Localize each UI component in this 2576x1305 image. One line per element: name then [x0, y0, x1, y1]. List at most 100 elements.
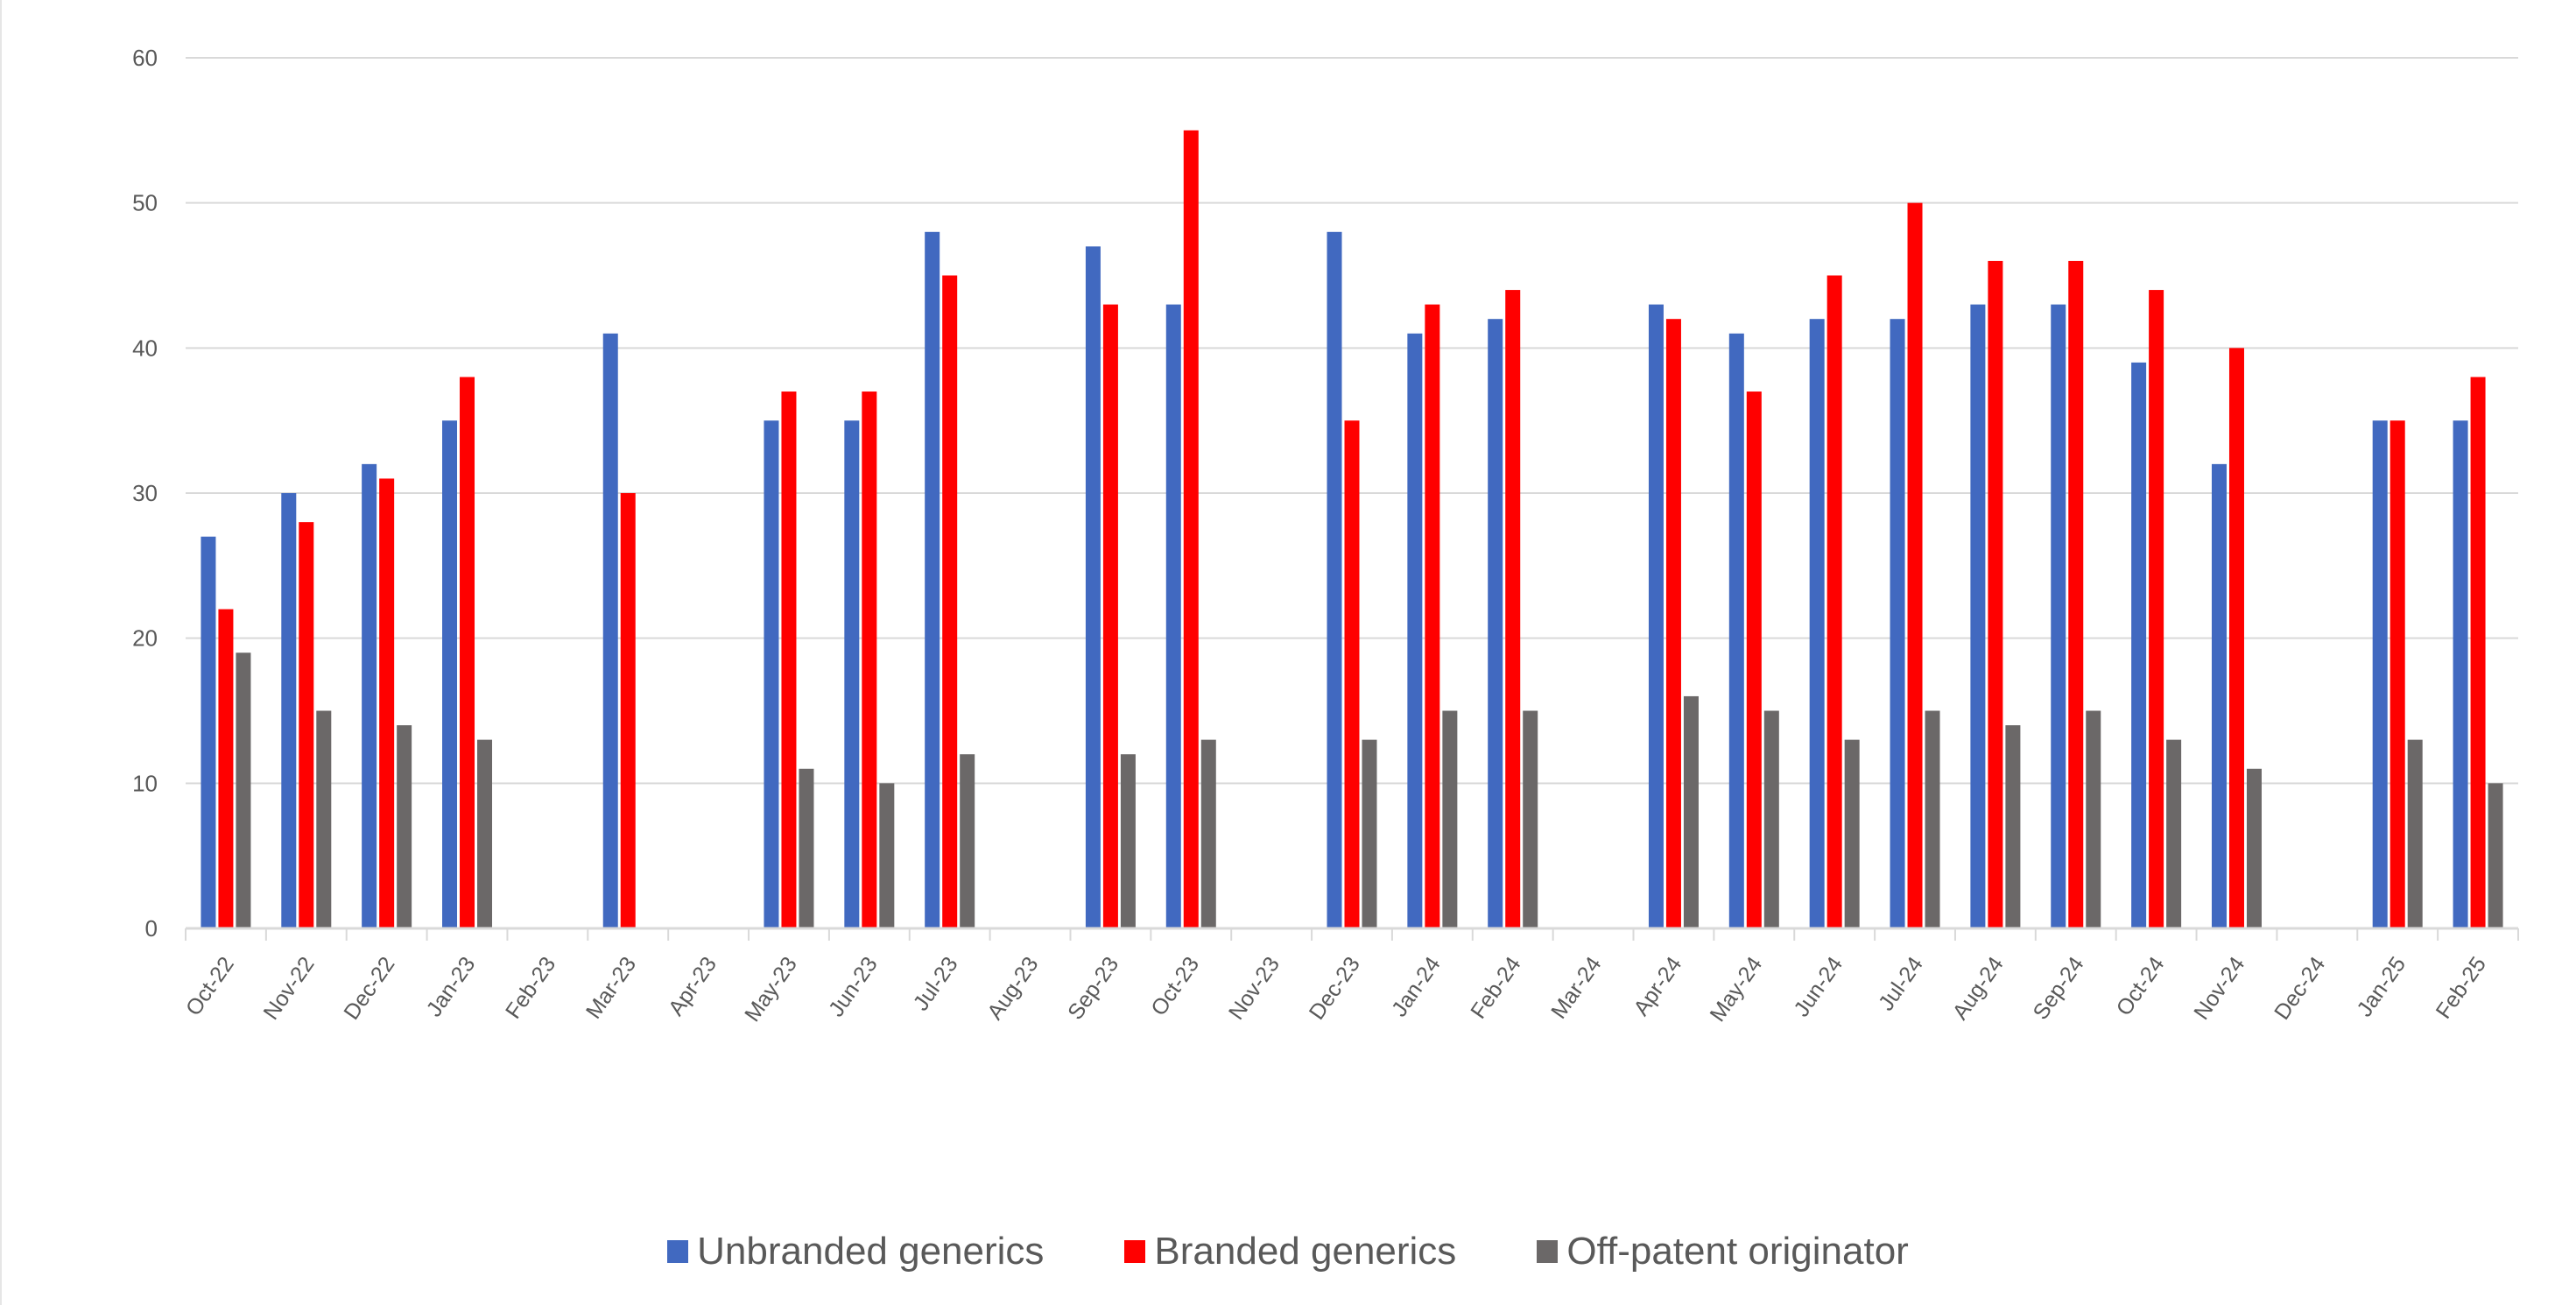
bar-branded-generics-sep-24 — [2068, 260, 2084, 928]
y-tick-label: 10 — [132, 770, 158, 796]
bar-unbranded-generics-oct-22 — [201, 536, 216, 928]
x-tick-label: Dec-23 — [1305, 952, 1365, 1024]
bar-branded-generics-may-24 — [1746, 392, 1762, 928]
bar-off-patent-originator-may-23 — [799, 768, 814, 928]
bar-branded-generics-aug-24 — [1988, 260, 2003, 928]
bar-branded-generics-oct-23 — [1183, 130, 1199, 929]
bar-branded-generics-may-23 — [781, 392, 797, 928]
bar-unbranded-generics-oct-23 — [1165, 304, 1181, 929]
bar-unbranded-generics-jan-23 — [442, 420, 458, 929]
bar-off-patent-originator-feb-25 — [2488, 783, 2503, 928]
legend-item-branded[interactable]: Branded generics — [1124, 1230, 1456, 1273]
x-tick-label: Jan-23 — [422, 952, 481, 1021]
gridlines — [186, 57, 2518, 785]
x-tick-label: Mar-23 — [581, 952, 641, 1023]
bar-branded-generics-jan-24 — [1425, 304, 1440, 929]
y-tick-label: 30 — [132, 480, 158, 506]
bar-branded-generics-nov-22 — [299, 522, 314, 928]
y-tick-label: 20 — [132, 625, 158, 652]
bar-unbranded-generics-sep-24 — [2051, 304, 2066, 929]
bar-off-patent-originator-jan-23 — [477, 739, 493, 928]
bar-unbranded-generics-sep-23 — [1085, 246, 1101, 928]
x-tick-label: Jan-25 — [2352, 952, 2411, 1021]
bar-unbranded-generics-jan-24 — [1407, 333, 1423, 928]
bar-unbranded-generics-jan-25 — [2372, 420, 2388, 929]
bar-unbranded-generics-jul-23 — [925, 231, 940, 928]
x-tick-label: Jul-23 — [909, 952, 963, 1015]
x-tick-label: Jun-24 — [1789, 952, 1848, 1021]
bar-unbranded-generics-may-24 — [1728, 333, 1744, 928]
x-tick-label: Nov-23 — [1224, 952, 1284, 1024]
bar-branded-generics-jul-23 — [942, 275, 958, 928]
bar-unbranded-generics-feb-25 — [2453, 420, 2468, 929]
x-tick-label: Dec-22 — [339, 952, 399, 1024]
x-tick-label: May-24 — [1705, 952, 1767, 1026]
bar-unbranded-generics-dec-22 — [362, 463, 377, 928]
legend-label-branded: Branded generics — [1154, 1230, 1457, 1273]
x-tick-label: Mar-24 — [1546, 952, 1606, 1023]
bar-off-patent-originator-sep-24 — [2086, 710, 2101, 928]
x-tick-label: Oct-22 — [181, 952, 239, 1020]
chart-frame-edge — [0, 0, 2, 1305]
x-tick-label: Feb-23 — [501, 952, 560, 1023]
bar-branded-generics-jul-24 — [1907, 202, 1923, 928]
bar-off-patent-originator-dec-22 — [397, 725, 412, 928]
x-tick-label: Oct-24 — [2112, 952, 2170, 1020]
x-tick-label: Aug-23 — [982, 952, 1043, 1024]
x-tick-label: Jan-24 — [1387, 952, 1446, 1021]
legend-item-unbranded[interactable]: Unbranded generics — [667, 1230, 1044, 1273]
bar-off-patent-originator-sep-23 — [1120, 754, 1136, 928]
bar-branded-generics-nov-24 — [2228, 348, 2244, 928]
bar-unbranded-generics-dec-23 — [1327, 231, 1342, 928]
bar-off-patent-originator-nov-24 — [2246, 768, 2262, 928]
bar-off-patent-originator-oct-22 — [236, 652, 251, 928]
bar-branded-generics-oct-24 — [2149, 290, 2164, 929]
bar-branded-generics-jan-25 — [2389, 420, 2405, 929]
bar-unbranded-generics-nov-22 — [281, 493, 297, 928]
bar-unbranded-generics-may-23 — [764, 420, 779, 929]
bar-branded-generics-jun-24 — [1826, 275, 1842, 928]
x-axis — [185, 927, 2519, 941]
bar-branded-generics-dec-22 — [379, 478, 395, 928]
bar-unbranded-generics-aug-24 — [1970, 304, 1986, 929]
bar-branded-generics-jun-23 — [862, 392, 877, 928]
y-tick-label: 60 — [132, 45, 158, 71]
bar-off-patent-originator-oct-24 — [2166, 739, 2182, 928]
y-tick-label: 0 — [145, 915, 158, 942]
legend-label-off-patent: Off-patent originator — [1566, 1230, 1909, 1273]
bar-off-patent-originator-apr-24 — [1683, 695, 1699, 928]
x-tick-label: Jun-23 — [824, 952, 883, 1021]
legend: Unbranded generics Branded generics Off-… — [0, 1230, 2576, 1273]
bar-unbranded-generics-nov-24 — [2211, 463, 2227, 928]
bar-off-patent-originator-jun-23 — [879, 783, 895, 928]
bar-unbranded-generics-mar-23 — [602, 333, 618, 928]
x-tick-label: Nov-22 — [259, 952, 320, 1024]
y-tick-label: 50 — [132, 190, 158, 216]
x-tick-label: Apr-24 — [1629, 952, 1686, 1020]
bar-unbranded-generics-jun-23 — [844, 420, 860, 929]
bar-branded-generics-jan-23 — [460, 377, 475, 928]
bar-unbranded-generics-oct-24 — [2131, 362, 2147, 928]
bar-off-patent-originator-feb-24 — [1523, 710, 1538, 928]
x-tick-label: Dec-24 — [2270, 952, 2330, 1024]
legend-label-unbranded: Unbranded generics — [697, 1230, 1045, 1273]
y-tick-label: 40 — [132, 335, 158, 361]
legend-swatch-unbranded — [667, 1240, 689, 1263]
bar-branded-generics-dec-23 — [1344, 420, 1360, 929]
bar-branded-generics-feb-24 — [1505, 290, 1521, 929]
bar-off-patent-originator-jan-25 — [2407, 739, 2423, 928]
bar-off-patent-originator-jul-23 — [960, 754, 975, 928]
bar-unbranded-generics-jul-24 — [1890, 319, 1905, 928]
bar-off-patent-originator-aug-24 — [2005, 725, 2021, 928]
bar-unbranded-generics-apr-24 — [1648, 304, 1664, 929]
legend-item-off-patent[interactable]: Off-patent originator — [1537, 1230, 1909, 1273]
x-tick-label: May-23 — [740, 952, 802, 1026]
x-tick-label: Nov-24 — [2189, 952, 2249, 1024]
bar-branded-generics-apr-24 — [1665, 319, 1681, 928]
x-tick-label: Feb-25 — [2432, 952, 2491, 1023]
bar-branded-generics-sep-23 — [1102, 304, 1118, 929]
bar-off-patent-originator-jun-24 — [1844, 739, 1860, 928]
bar-branded-generics-mar-23 — [620, 493, 636, 928]
bar-branded-generics-feb-25 — [2470, 377, 2486, 928]
